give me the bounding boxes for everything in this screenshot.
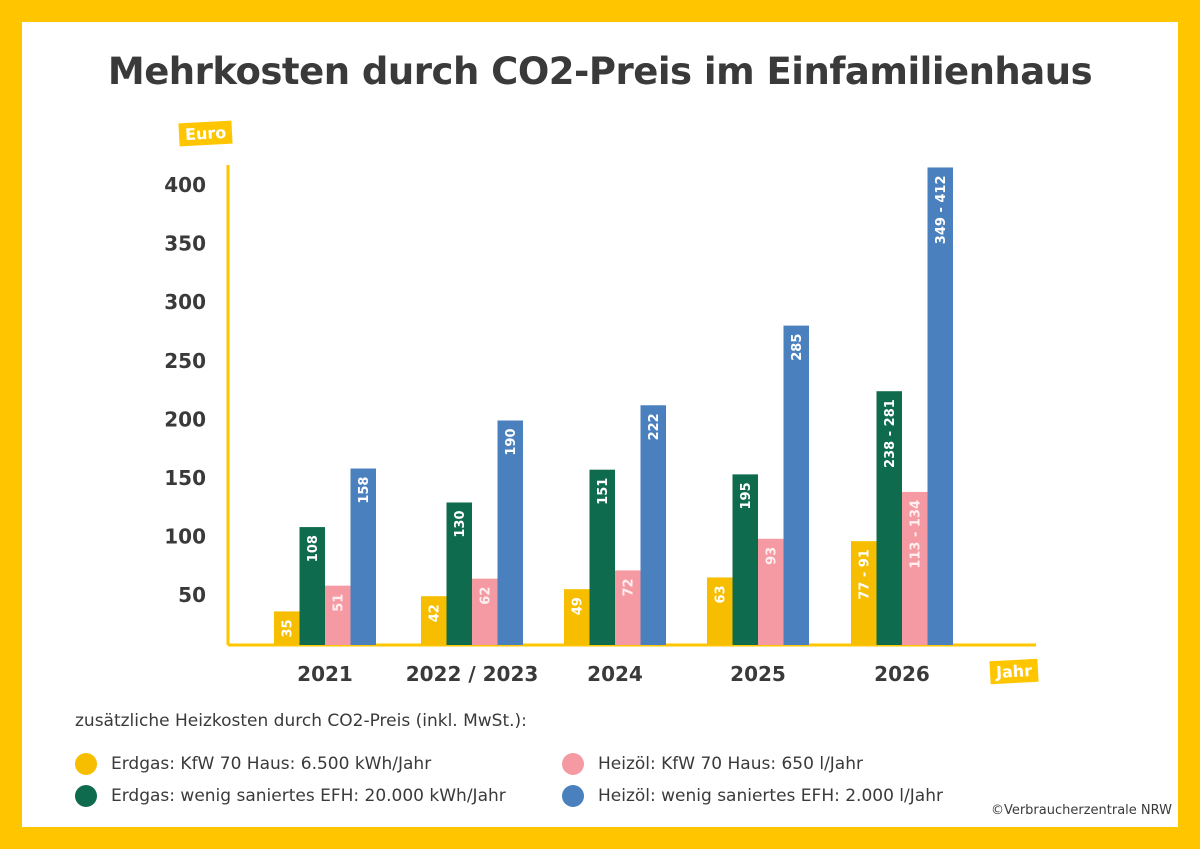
bar (350, 468, 376, 645)
chart-title: Mehrkosten durch CO2-Preis im Einfamilie… (107, 50, 1093, 93)
bar (299, 527, 325, 645)
bar (902, 491, 928, 645)
bar (472, 578, 498, 645)
bar (758, 538, 784, 645)
x-tick-label: 2021 (297, 662, 353, 686)
bar-value-label: 349 - 412 (934, 175, 949, 244)
bar-value-label: 195 (739, 482, 754, 509)
x-tick-label: 2022 / 2023 (406, 662, 539, 686)
bar (783, 325, 809, 645)
bar-value-label: 42 (428, 604, 443, 622)
bar (564, 589, 590, 645)
bar (589, 469, 615, 645)
bar-value-label: 190 (504, 428, 519, 455)
bar-value-label: 158 (357, 477, 372, 504)
bar (274, 611, 300, 645)
legend-swatch-icon (75, 785, 97, 807)
bar (421, 596, 447, 645)
legend-title: zusätzliche Heizkosten durch CO2-Preis (… (75, 711, 527, 731)
legend-item: Erdgas: wenig saniertes EFH: 20.000 kWh/… (75, 785, 506, 807)
bar (707, 577, 733, 645)
y-tick-label: 350 (164, 232, 206, 256)
bar (927, 167, 953, 645)
legend-label: Heizöl: wenig saniertes EFH: 2.000 l/Jah… (598, 786, 943, 806)
legend-label: Erdgas: KfW 70 Haus: 6.500 kWh/Jahr (111, 754, 432, 774)
bar-value-label: 35 (281, 619, 296, 637)
bar-value-label: 49 (571, 597, 586, 615)
legend-swatch-icon (562, 785, 584, 807)
bar (497, 420, 523, 645)
bar-value-label: 77 - 91 (858, 549, 873, 600)
bar-value-label: 62 (479, 587, 494, 605)
bar-value-label: 113 - 134 (909, 500, 924, 569)
bar-value-label: 72 (622, 578, 637, 596)
bar-value-label: 108 (306, 535, 321, 562)
bar (732, 474, 758, 645)
y-tick-label: 200 (164, 407, 206, 431)
y-tick-label: 150 (164, 466, 206, 490)
chart-card (22, 22, 1178, 827)
x-tick-label: 2025 (730, 662, 786, 686)
bar (446, 502, 472, 645)
y-tick-label: 100 (164, 524, 206, 548)
bar-value-label: 93 (765, 547, 780, 565)
legend-item: Erdgas: KfW 70 Haus: 6.500 kWh/Jahr (75, 753, 431, 775)
x-tick-label: 2026 (874, 662, 930, 686)
x-tick-label: 2024 (587, 662, 643, 686)
bar-value-label: 222 (647, 413, 662, 440)
y-tick-label: 250 (164, 349, 206, 373)
legend-label: Erdgas: wenig saniertes EFH: 20.000 kWh/… (111, 786, 506, 806)
bar-value-label: 130 (453, 510, 468, 537)
legend-item: Heizöl: wenig saniertes EFH: 2.000 l/Jah… (562, 785, 943, 807)
bar-value-label: 151 (596, 478, 611, 505)
bar (640, 405, 666, 645)
bar-value-label: 238 - 281 (883, 399, 898, 468)
y-tick-label: 300 (164, 290, 206, 314)
bar-value-label: 63 (714, 585, 729, 603)
y-tick-label: 400 (164, 173, 206, 197)
y-tick-label: 50 (178, 583, 206, 607)
bar-value-label: 285 (790, 334, 805, 361)
bar-value-label: 51 (332, 594, 347, 612)
legend-swatch-icon (75, 753, 97, 775)
legend-swatch-icon (562, 753, 584, 775)
bar (851, 541, 877, 645)
copyright: ©Verbraucherzentrale NRW (990, 803, 1172, 818)
bar (325, 585, 351, 645)
legend-item: Heizöl: KfW 70 Haus: 650 l/Jahr (562, 753, 863, 775)
legend-label: Heizöl: KfW 70 Haus: 650 l/Jahr (598, 754, 863, 774)
bar (876, 391, 902, 645)
bar (615, 570, 641, 645)
